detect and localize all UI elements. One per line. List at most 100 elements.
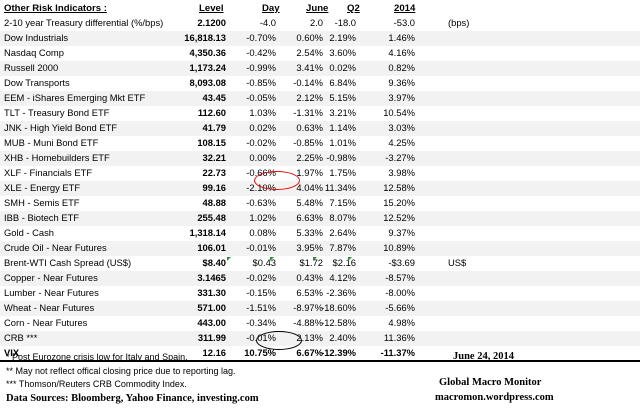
cell-june: 0.60% [296,32,323,43]
cell-level: 331.30 [197,287,226,298]
cell-name: XHB - Homebuilders ETF [4,152,110,163]
cell-june: 1.97% [296,167,323,178]
cell-level: 48.88 [202,197,226,208]
cell-2014: 0.82% [388,62,415,73]
cell-2014: 11.36% [383,332,415,343]
cell-2014: 3.98% [388,167,415,178]
cell-q2: $2.16 [332,257,356,268]
table-row: Russell 2000 1,173.24 -0.99% 3.41% 0.02% 0.82… [0,61,640,76]
cell-june: 0.63% [296,122,323,133]
cell-q2: 3.60% [329,47,356,58]
cell-2014: 3.03% [388,122,415,133]
table-row: XLF - Financials ETF 22.73 -0.66% 1.97% 1.75… [0,166,640,181]
cell-level: 32.21 [202,152,226,163]
cell-june: 2.12% [296,92,323,103]
cell-q2: 4.12% [329,272,356,283]
cell-june: 2.0 [309,17,323,28]
table-row: JNK - High Yield Bond ETF 41.79 0.02% 0.63%… [0,121,640,136]
cell-name: TLT - Treasury Bond ETF [4,107,110,118]
cell-2014: -8.57% [385,272,415,283]
cell-june: 6.67% [296,347,323,358]
cell-q2: 1.75% [329,167,356,178]
cell-june: 5.33% [296,227,323,238]
cell-june: -0.85% [293,137,323,148]
cell-day: 1.03% [249,107,276,118]
table-row: SMH - Semis ETF 48.88 -0.63% 5.48% 7.15% 15.2… [0,196,640,211]
cell-day: -0.63% [246,197,276,208]
cell-level: 4,350.36 [189,47,227,58]
table-row: Dow Industrials 16,818.13 -0.70% 0.60% 2.19%… [0,31,640,46]
cell-2014: -8.00% [385,287,415,298]
cell-level: 112.60 [197,107,226,118]
footnote-2: ** May not reflect offical closing price… [6,366,236,376]
cell-day: -0.42% [246,47,276,58]
cell-day: $0.43 [252,257,276,268]
table-row: Corn - Near Futures 443.00 -0.34% -4.88% -12… [0,316,640,331]
cell-q2: -0.98% [326,152,356,163]
cell-level: 311.99 [197,332,226,343]
table-row: Nasdaq Comp 4,350.36 -0.42% 2.54% 3.60% 4.16% [0,46,640,61]
cell-june: 6.53% [296,287,323,298]
cell-level: 8,093.08 [189,77,227,88]
cell-day: -0.85% [246,77,276,88]
footnote-1: * Post Eurozone crisis low for Italy and… [6,352,188,362]
cell-name: Crude Oil - Near Futures [4,242,107,253]
cell-2014: -5.66% [385,302,415,313]
cell-level: 571.00 [197,302,226,313]
cell-name: EEM - iShares Emerging Mkt ETF [4,92,146,103]
cell-level: 1,318.14 [189,227,227,238]
cell-day: -0.02% [246,272,276,283]
cell-name: CRB *** [4,332,38,343]
header-indicator: Other Risk Indicators : [4,3,107,14]
table-row: Crude Oil - Near Futures 106.01 -0.01% 3.95… [0,241,640,256]
cell-level: 255.48 [197,212,226,223]
cell-q2: 7.87% [329,242,356,253]
cell-q2: 2.40% [329,332,356,343]
data-sources: Data Sources: Bloomberg, Yahoo Finance, … [6,393,259,404]
cell-name: Russell 2000 [4,62,59,73]
cell-level: 12.16 [202,347,226,358]
cell-day: 0.08% [249,227,276,238]
cell-june: 0.43% [296,272,323,283]
cell-name: Brent-WTI Cash Spread (US$) [4,257,132,268]
cell-2014: 4.25% [388,137,415,148]
cell-june: 4.04% [296,182,323,193]
cell-2014: 3.97% [388,92,415,103]
cell-june: -0.14% [293,77,323,88]
cell-name: 2-10 year Treasury differential (%/bps) [4,17,164,28]
cell-name: IBB - Biotech ETF [4,212,80,223]
table-row: Copper - Near Futures 3.1465 -0.02% 0.43% 4.… [0,271,640,286]
header-q2: Q2 [347,3,360,14]
table-row: Gold - Cash 1,318.14 0.08% 5.33% 2.64% 9.37% [0,226,640,241]
cell-q2: 1.14% [329,122,356,133]
cell-q2: 6.84% [329,77,356,88]
cell-name: VIX [4,347,20,358]
cell-2014: 12.58% [383,182,415,193]
cell-name: XLF - Financials ETF [4,167,93,178]
cell-name: Copper - Near Futures [4,272,98,283]
cell-day: -0.70% [246,32,276,43]
cell-day: -0.01% [246,242,276,253]
cell-comment-marker-icon [313,257,317,261]
cell-2014: 10.89% [383,242,415,253]
cell-level: 106.01 [197,242,226,253]
cell-day: -0.05% [246,92,276,103]
cell-june: 5.48% [296,197,323,208]
cell-day: 10.75% [244,347,276,358]
cell-q2: 2.64% [329,227,356,238]
cell-q2: 7.15% [329,197,356,208]
cell-2014: 12.52% [383,212,415,223]
table-row: EEM - iShares Emerging Mkt ETF 43.45 -0.05… [0,91,640,106]
cell-2014: -3.27% [385,152,415,163]
cell-day: -0.99% [246,62,276,73]
cell-2014: 10.54% [383,107,415,118]
cell-june: -1.31% [293,107,323,118]
table-row: Dow Transports 8,093.08 -0.85% -0.14% 6.84% 9… [0,76,640,91]
cell-q2: 1.01% [329,137,356,148]
cell-q2: 3.21% [329,107,356,118]
cell-2014: 15.20% [383,197,415,208]
cell-day: -4.0 [259,17,276,28]
table-row: TLT - Treasury Bond ETF 112.60 1.03% -1.31%… [0,106,640,121]
cell-june: 3.41% [296,62,323,73]
